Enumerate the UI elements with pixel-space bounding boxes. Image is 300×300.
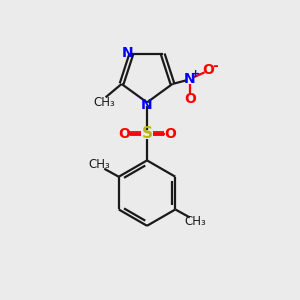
Text: CH₃: CH₃ [88, 158, 110, 171]
Text: -: - [213, 58, 218, 73]
Text: CH₃: CH₃ [184, 215, 206, 228]
Text: O: O [184, 92, 196, 106]
Text: N: N [122, 46, 134, 60]
Text: O: O [202, 63, 214, 77]
Text: O: O [164, 127, 176, 141]
Text: +: + [191, 69, 200, 79]
Text: O: O [118, 127, 130, 141]
Text: N: N [184, 72, 196, 86]
Text: S: S [142, 126, 152, 141]
Text: N: N [141, 98, 153, 112]
Text: CH₃: CH₃ [93, 96, 115, 109]
